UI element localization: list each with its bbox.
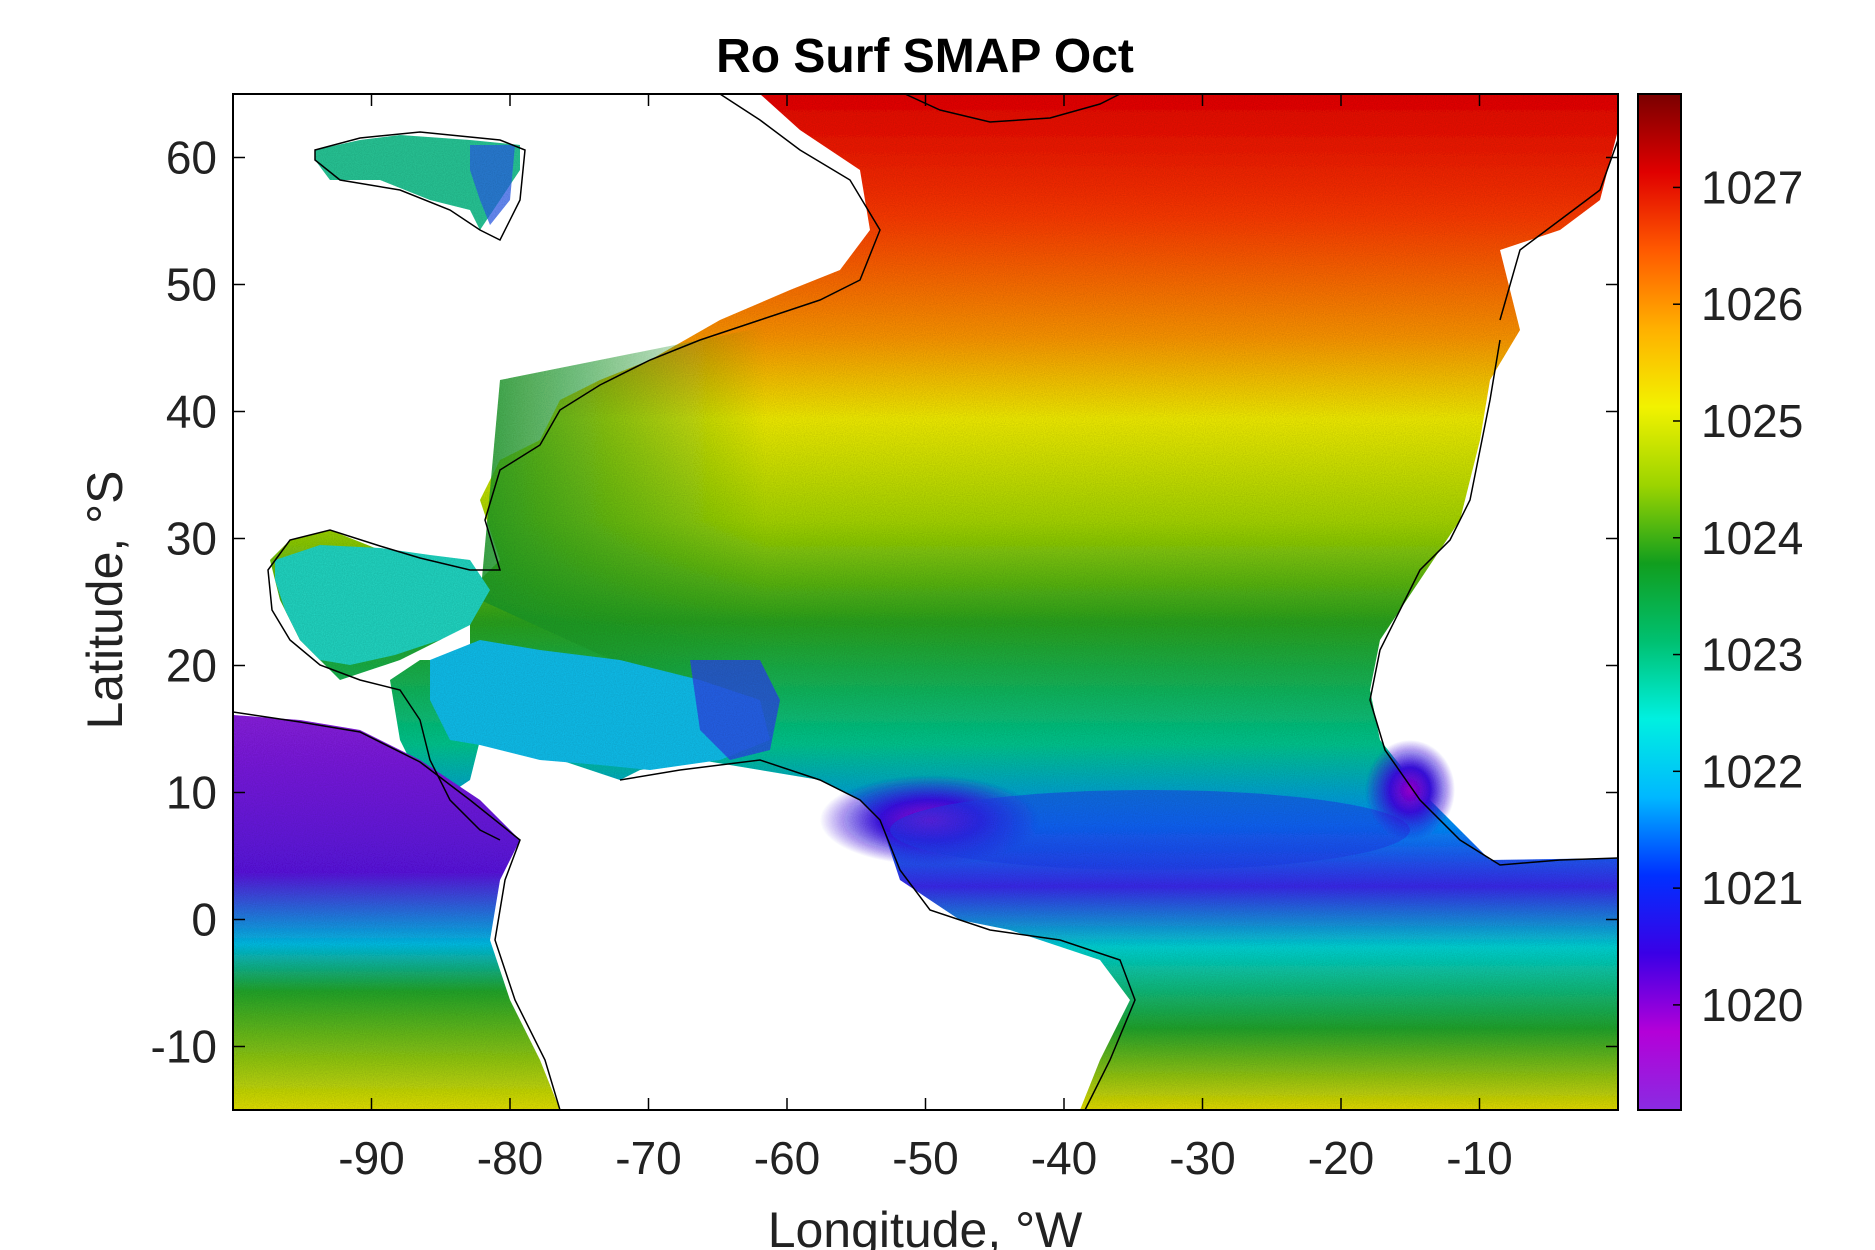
- south-america-coast: [619, 759, 1136, 1110]
- x-axis-ticks: -90 -80 -70 -60 -50 -40 -30 -20 -10: [338, 94, 1513, 1184]
- colorbar-tick-label: 1022: [1701, 745, 1803, 797]
- x-tick-label: -60: [754, 1132, 820, 1184]
- africa-coast: [1369, 339, 1618, 866]
- colorbar-tick-label: 1025: [1701, 395, 1803, 447]
- y-tick-label: 50: [166, 259, 217, 311]
- x-tick-label: -20: [1308, 1132, 1374, 1184]
- x-tick-label: -10: [1446, 1132, 1512, 1184]
- colorbar: 1027 1026 1025 1024 1023 1022 1021 1020: [1637, 93, 1803, 1111]
- colorbar-tick-label: 1020: [1701, 979, 1803, 1031]
- pacific-field: [233, 715, 560, 1110]
- x-tick-label: -50: [892, 1132, 958, 1184]
- hudson-bay-field: [315, 135, 520, 230]
- caribbean-field: [430, 640, 770, 770]
- y-tick-label: 0: [191, 894, 217, 946]
- gulf-of-mexico-field: [275, 545, 490, 665]
- colorbar-tick-label: 1024: [1701, 512, 1803, 564]
- guinea-plume: [1365, 740, 1455, 840]
- colorbar-tick-label: 1021: [1701, 862, 1803, 914]
- x-tick-label: -90: [338, 1132, 404, 1184]
- x-tick-label: -30: [1169, 1132, 1235, 1184]
- y-axis-label: Latitude, °S: [77, 470, 133, 729]
- colorbar-tick-label: 1027: [1701, 161, 1803, 213]
- x-tick-label: -70: [615, 1132, 681, 1184]
- ocean-field: [233, 94, 1618, 1110]
- x-tick-label: -40: [1031, 1132, 1097, 1184]
- coastlines: [233, 94, 1618, 1110]
- plot-area: [233, 94, 1618, 1110]
- y-tick-label: 20: [166, 640, 217, 692]
- y-tick-label: 30: [166, 513, 217, 565]
- tropical-low-band: [890, 790, 1410, 870]
- hudson-bay-low: [470, 145, 515, 225]
- colorbar-tick-label: 1023: [1701, 629, 1803, 681]
- europe-coast: [1499, 139, 1618, 321]
- chart-title: Ro Surf SMAP Oct: [716, 30, 1134, 83]
- y-tick-label: -10: [151, 1021, 217, 1073]
- y-tick-label: 10: [166, 767, 217, 819]
- caribbean-east-low: [690, 660, 780, 760]
- colorbar-tick-label: 1026: [1701, 278, 1803, 330]
- sargasso-field: [480, 320, 1000, 700]
- north-america-coast: [267, 94, 881, 841]
- colorbar-gradient: [1637, 93, 1682, 1111]
- y-axis-ticks: 60 50 40 30 20 10 0 -10: [151, 132, 1618, 1073]
- greenland-coast: [904, 94, 1121, 123]
- hudson-bay-coast: [314, 131, 526, 242]
- x-axis-label: Longitude, °W: [768, 1202, 1083, 1250]
- y-tick-label: 60: [166, 132, 217, 184]
- x-tick-label: -80: [477, 1132, 543, 1184]
- colorbar-ticks: 1027 1026 1025 1024 1023 1022 1021 1020: [1673, 161, 1803, 1031]
- y-tick-label: 40: [166, 386, 217, 438]
- pacific-coast: [233, 711, 561, 1110]
